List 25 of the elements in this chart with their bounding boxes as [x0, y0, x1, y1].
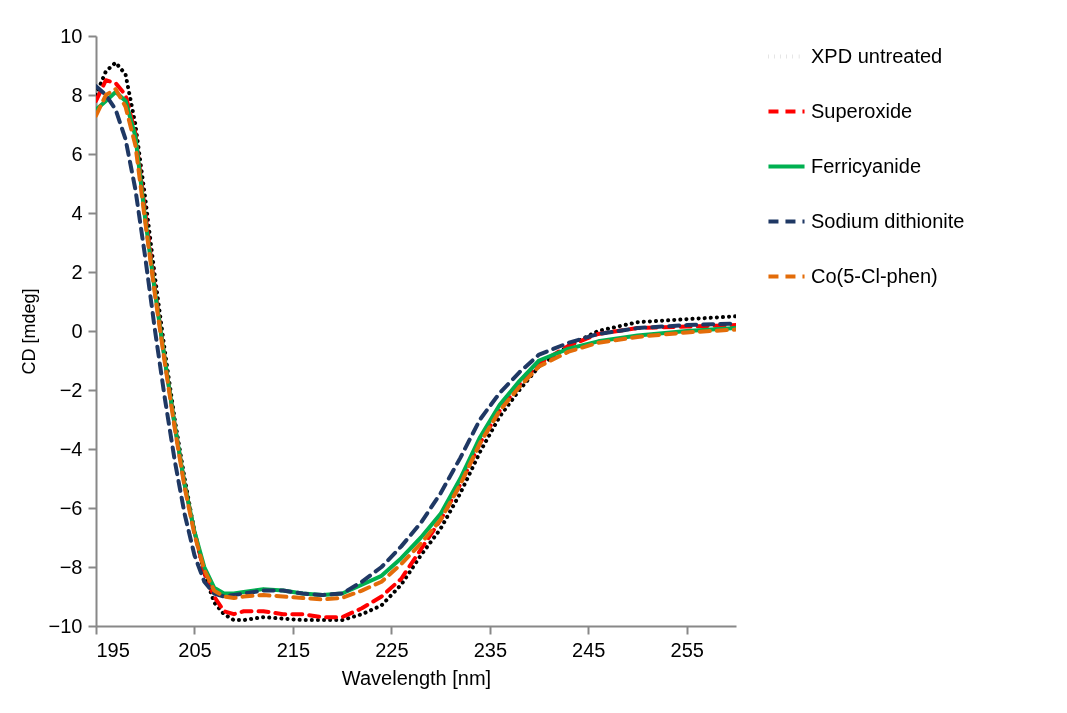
y-tick-label: −10: [48, 614, 83, 637]
y-tick-label: 10: [60, 24, 83, 47]
legend-label: XPD untreated: [811, 44, 943, 67]
y-tick-label: −6: [59, 496, 83, 519]
y-axis-title: CD [mdeg]: [18, 288, 39, 375]
legend-label: Sodium dithionite: [811, 209, 965, 232]
x-tick-label: 195: [96, 638, 130, 661]
x-tick-label: 215: [276, 638, 311, 661]
y-tick-label: 2: [71, 260, 83, 283]
y-tick-label: 4: [71, 201, 83, 224]
x-axis-title: Wavelength [nm]: [341, 666, 492, 689]
y-tick-label: −4: [59, 437, 83, 460]
x-tick-label: 245: [572, 638, 606, 661]
legend-label: Ferricyanide: [811, 154, 922, 177]
y-tick-label: 0: [71, 319, 83, 342]
y-tick-label: −2: [59, 378, 83, 401]
y-tick-label: −8: [59, 555, 83, 578]
x-tick-label: 235: [473, 638, 508, 661]
x-tick-label: 205: [178, 638, 212, 661]
x-tick-label: 225: [375, 638, 409, 661]
legend-label: Superoxide: [811, 99, 913, 122]
y-tick-label: 6: [71, 142, 83, 165]
legend-label: Co(5-Cl-phen): [811, 264, 938, 287]
y-tick-label: 8: [71, 83, 83, 106]
x-tick-label: 255: [670, 638, 704, 661]
